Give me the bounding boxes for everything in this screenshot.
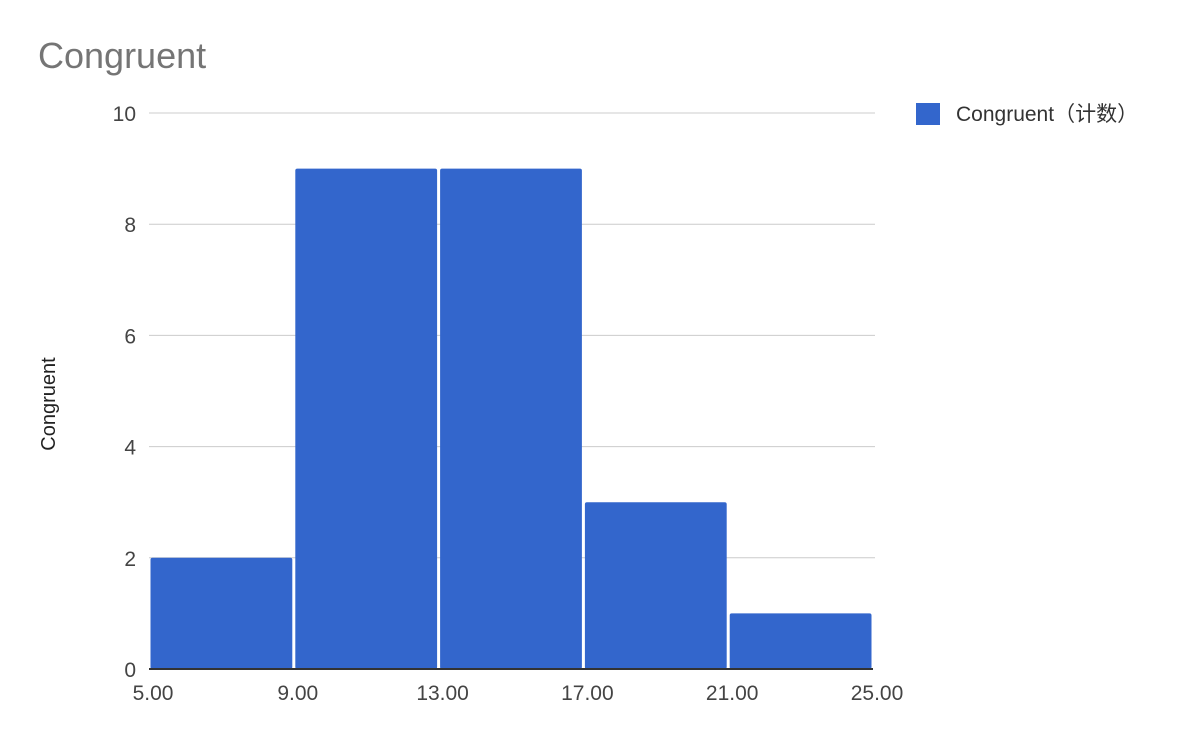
- x-tick-label: 25.00: [851, 682, 904, 705]
- x-tick-label: 17.00: [561, 682, 614, 705]
- y-tick-label: 2: [124, 548, 136, 571]
- histogram-bar: [584, 502, 727, 669]
- legend: Congruent（计数）: [916, 103, 1138, 126]
- y-tick-label: 8: [124, 214, 136, 237]
- histogram-bar: [150, 557, 293, 669]
- y-axis-label: Congruent: [38, 357, 60, 451]
- y-tick-label: 4: [124, 437, 136, 460]
- x-tick-label: 5.00: [133, 682, 174, 705]
- bars: [150, 168, 872, 669]
- x-axis-ticks: 5.00 9.00 13.00 17.00 21.00 25.00: [133, 682, 904, 705]
- histogram-bar: [440, 168, 582, 669]
- y-axis-ticks: 0 2 4 6 8 10: [113, 103, 137, 682]
- x-tick-label: 9.00: [277, 682, 318, 705]
- y-tick-label: 0: [124, 659, 136, 682]
- x-tick-label: 13.00: [416, 682, 469, 705]
- legend-label: Congruent（计数）: [956, 103, 1138, 126]
- y-tick-label: 6: [124, 325, 136, 348]
- histogram-bar: [729, 613, 872, 669]
- y-tick-label: 10: [113, 103, 136, 126]
- legend-swatch: [916, 103, 940, 125]
- histogram-bar: [295, 168, 438, 669]
- x-tick-label: 21.00: [706, 682, 759, 705]
- chart-title: Congruent: [38, 35, 206, 76]
